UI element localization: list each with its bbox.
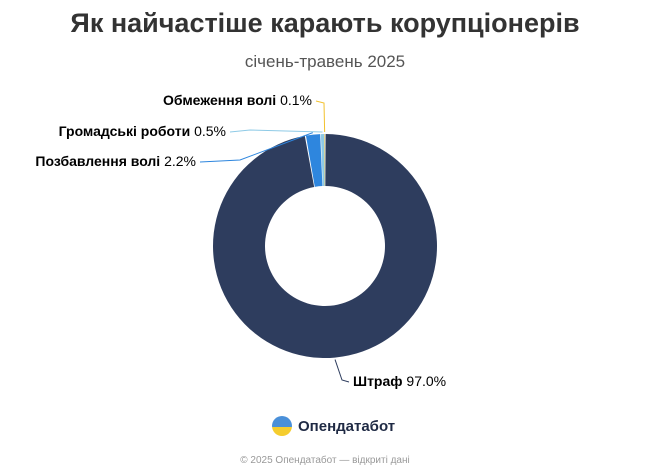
slice-0-segment bbox=[213, 134, 438, 358]
opendatabot-logo-icon bbox=[272, 416, 292, 436]
slice-3-label: Обмеження волі 0.1% bbox=[163, 92, 312, 108]
slice-0-label: Штраф 97.0% bbox=[353, 373, 446, 389]
slice-1-segment bbox=[305, 134, 323, 187]
slice-3-leader-line bbox=[315, 100, 326, 133]
slice-2-leader-line bbox=[229, 129, 323, 133]
slice-1-label: Позбавлення волі 2.2% bbox=[35, 153, 196, 169]
slice-2-segment bbox=[320, 134, 325, 187]
brand: Опендатабот bbox=[272, 416, 395, 436]
slice-2-label: Громадські роботи 0.5% bbox=[59, 123, 226, 139]
slice-3-segment bbox=[324, 134, 325, 187]
brand-name: Опендатабот bbox=[298, 417, 396, 435]
slice-0-leader-line bbox=[334, 359, 350, 383]
chart-title: Як найчастіше карають корупціонерів bbox=[70, 8, 580, 38]
footer-copyright: © 2025 Опендатабот — відкриті дані bbox=[240, 455, 410, 466]
chart-subtitle: січень-травень 2025 bbox=[244, 52, 406, 71]
slice-1-leader-line bbox=[199, 132, 313, 163]
